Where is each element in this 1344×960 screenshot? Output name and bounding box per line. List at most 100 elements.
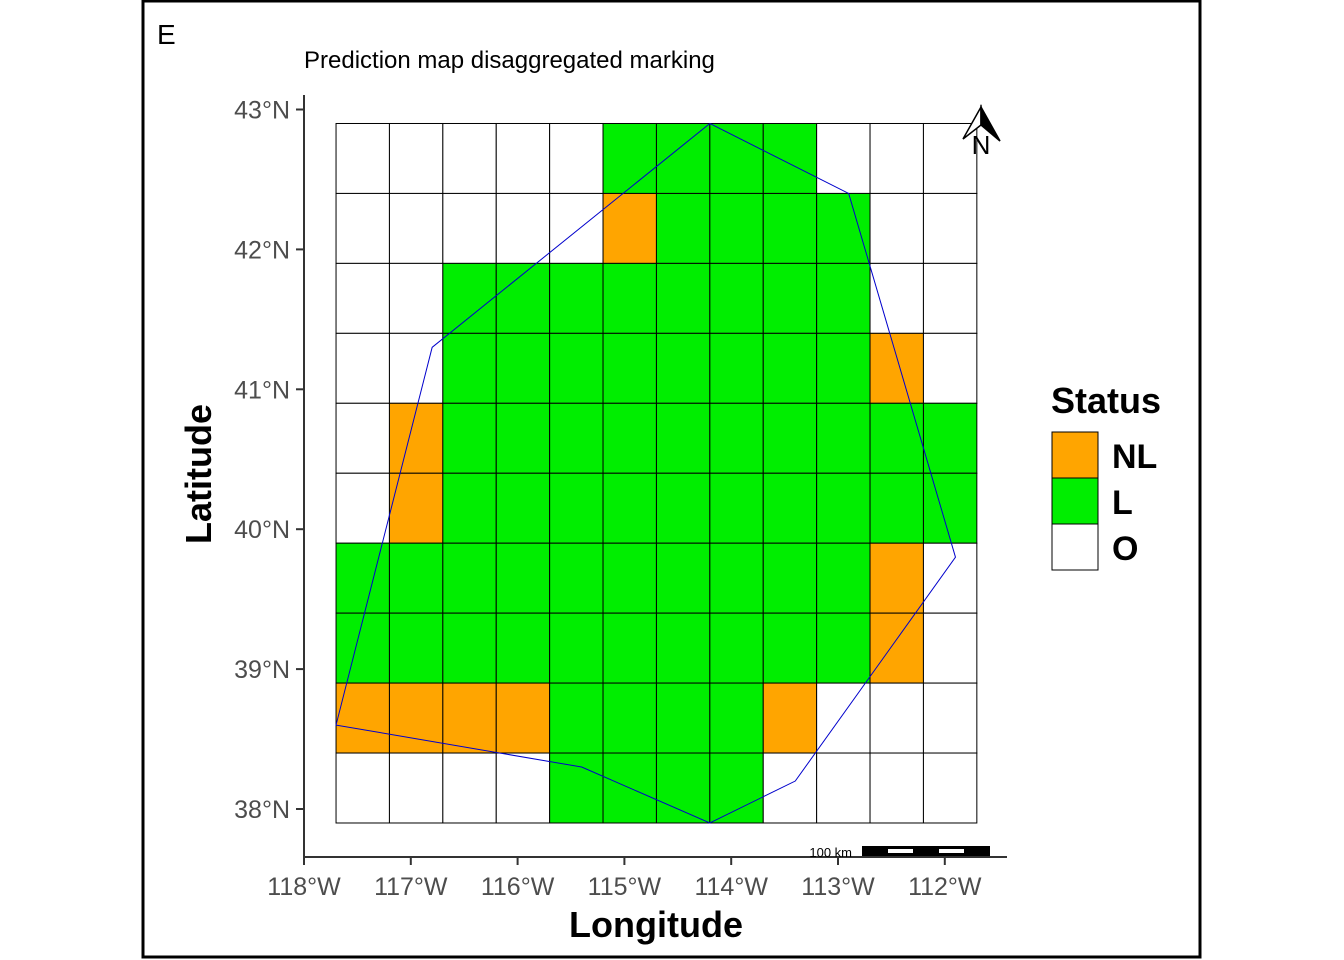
- grid-cell-o: [335, 122, 390, 194]
- grid-cell-o: [869, 192, 924, 264]
- grid-cell-l: [762, 332, 818, 404]
- grid-cell-l: [602, 262, 657, 334]
- boundary-line: [335, 123, 957, 824]
- grid-cell-o: [922, 542, 978, 614]
- grid-cell-l: [495, 542, 551, 614]
- grid-cell-o: [335, 262, 390, 334]
- grid-cell-l: [709, 402, 764, 474]
- scale-bar-label: 100 km: [809, 845, 852, 860]
- grid-cell-l: [549, 332, 604, 404]
- grid-cell-l: [869, 472, 924, 544]
- grid-cell-l: [922, 472, 978, 544]
- grid-cell-o: [388, 262, 444, 334]
- grid-cell-l: [655, 402, 711, 474]
- grid-cell-o: [495, 122, 551, 194]
- y-tick-label: 42°N: [234, 236, 290, 264]
- grid-cell-o: [922, 752, 978, 824]
- grid-cell-l: [816, 262, 871, 334]
- grid-cell-l: [816, 472, 871, 544]
- grid-cells: [335, 122, 978, 824]
- map-title: Prediction map disaggregated marking: [304, 47, 715, 74]
- grid-cell-l: [549, 262, 604, 334]
- grid-cell-o: [388, 192, 444, 264]
- grid-cell-nl: [388, 402, 444, 474]
- grid-cell-l: [442, 332, 497, 404]
- y-axis-title: Latitude: [178, 404, 219, 544]
- grid-cell-o: [816, 122, 871, 194]
- grid-cell-nl: [442, 682, 497, 754]
- x-tick-label: 118°W: [267, 873, 341, 901]
- grid-cell-l: [655, 472, 711, 544]
- grid-cell-l: [709, 472, 764, 544]
- grid-cell-l: [762, 262, 818, 334]
- grid-cell-o: [388, 122, 444, 194]
- panel-label: E: [157, 19, 176, 50]
- grid-cell-o: [922, 612, 978, 684]
- grid-cell-o: [922, 682, 978, 754]
- grid-cell-l: [709, 332, 764, 404]
- grid-cell-o: [869, 122, 924, 194]
- x-tick-label: 114°W: [694, 873, 768, 901]
- legend-items: NL LO: [1051, 431, 1157, 571]
- grid-cell-l: [762, 192, 818, 264]
- grid-cell-l: [816, 192, 871, 264]
- x-axis-title: Longitude: [569, 904, 743, 945]
- y-tick-label: 38°N: [234, 796, 290, 824]
- grid-cell-l: [762, 542, 818, 614]
- grid-cell-o: [388, 752, 444, 824]
- grid-cell-l: [442, 472, 497, 544]
- grid-cell-l: [709, 192, 764, 264]
- grid-cell-l: [388, 542, 444, 614]
- grid-cell-o: [388, 332, 444, 404]
- grid-cell-l: [922, 402, 978, 474]
- grid-cell-o: [549, 192, 604, 264]
- y-tick-label: 39°N: [234, 656, 290, 684]
- grid-cell-nl: [869, 612, 924, 684]
- grid-cell-l: [709, 752, 764, 824]
- grid-cell-l: [762, 402, 818, 474]
- grid-cell-l: [655, 752, 711, 824]
- grid-cell-l: [869, 402, 924, 474]
- north-arrow-label: N: [972, 130, 991, 160]
- grid-cell-o: [816, 752, 871, 824]
- y-tick-label: 40°N: [234, 516, 290, 544]
- grid-cell-nl: [602, 192, 657, 264]
- grid-cell-o: [922, 332, 978, 404]
- y-tick-label: 43°N: [234, 97, 290, 125]
- grid-cell-l: [495, 612, 551, 684]
- grid-cell-l: [442, 612, 497, 684]
- grid-cell-l: [335, 542, 390, 614]
- grid-cell-l: [549, 612, 604, 684]
- grid-cell-l: [655, 682, 711, 754]
- grid-cell-l: [816, 332, 871, 404]
- grid-cell-nl: [869, 332, 924, 404]
- grid-cell-l: [655, 612, 711, 684]
- legend-swatch-nl: [1051, 431, 1099, 479]
- legend-label-o: O: [1112, 530, 1138, 568]
- grid-cell-o: [335, 402, 390, 474]
- legend-swatch-o: [1051, 523, 1099, 571]
- grid-cell-o: [549, 122, 604, 194]
- grid-cell-l: [762, 612, 818, 684]
- grid-cell-nl: [388, 682, 444, 754]
- grid-cell-l: [602, 612, 657, 684]
- grid-cell-o: [922, 192, 978, 264]
- x-tick-label: 116°W: [481, 873, 555, 901]
- grid-cell-l: [709, 262, 764, 334]
- grid-cell-l: [549, 472, 604, 544]
- grid-cell-nl: [495, 682, 551, 754]
- x-axis-ticks: 118°W 117°W 116°W 115°W 114°W 113°W 112°W: [267, 857, 982, 901]
- legend-title: Status: [1051, 380, 1161, 421]
- grid-cell-l: [602, 682, 657, 754]
- grid-cell-l: [602, 402, 657, 474]
- grid-cell-l: [709, 122, 764, 194]
- x-tick-label: 113°W: [801, 873, 875, 901]
- grid-cell-l: [762, 472, 818, 544]
- grid-cell-l: [602, 332, 657, 404]
- grid-cell-o: [335, 332, 390, 404]
- grid-cell-o: [869, 262, 924, 334]
- grid-cell-o: [442, 752, 497, 824]
- grid-cell-l: [442, 402, 497, 474]
- grid-cell-l: [816, 402, 871, 474]
